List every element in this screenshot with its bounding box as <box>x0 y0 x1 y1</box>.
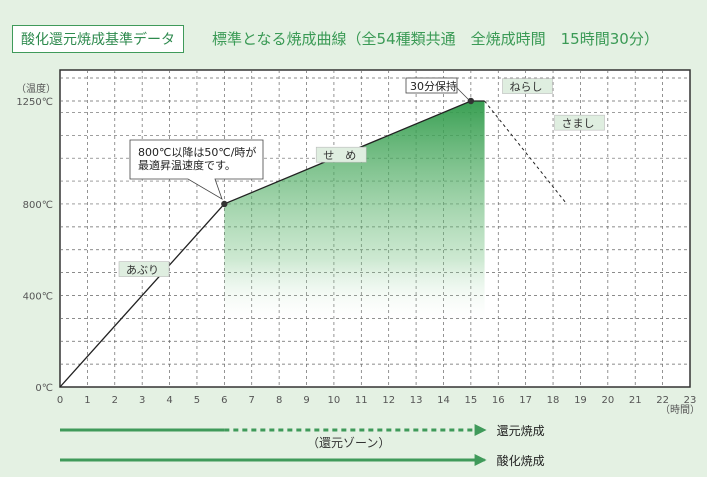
phase-label-bg <box>315 146 367 163</box>
x-axis-label: （時間） <box>660 404 700 416</box>
phase-label-text: せ め <box>323 149 356 162</box>
x-tick-label: 16 <box>492 395 505 406</box>
x-tick-label: 4 <box>166 395 172 406</box>
phase-label: あぶり <box>118 261 170 277</box>
phase-label: ねらし <box>502 78 553 94</box>
x-tick-label: 17 <box>519 395 532 406</box>
x-tick-label: 22 <box>656 395 669 406</box>
x-tick-label: 21 <box>629 395 642 406</box>
x-tick-label: 12 <box>382 395 395 406</box>
zone-label: 還元焼成 <box>497 424 545 438</box>
callout-text: 30分保持 <box>410 79 457 93</box>
phase-label: せ め <box>315 146 367 163</box>
x-tick-label: 13 <box>410 395 423 406</box>
phase-label-bg <box>118 261 170 277</box>
annotation-hold: 30分保持 <box>405 77 471 102</box>
x-tick-label: 11 <box>355 395 368 406</box>
callout-text: 800℃以降は50℃/時が <box>138 145 256 159</box>
x-tick-label: 0 <box>57 395 63 406</box>
callout-text: 最適昇温速度です。 <box>138 158 236 172</box>
phase-label-text: あぶり <box>126 264 159 277</box>
zone-label: 酸化焼成 <box>497 453 545 468</box>
zone-note: （還元ゾーン） <box>307 436 390 450</box>
fill-area <box>224 101 485 327</box>
data-marker <box>221 200 228 208</box>
callout-pointer <box>456 87 471 102</box>
x-tick-label: 5 <box>194 395 200 406</box>
x-tick-label: 18 <box>547 395 560 406</box>
zone-arrow: 還元焼成 <box>60 424 545 438</box>
x-tick-label: 10 <box>328 395 341 406</box>
y-tick-label: 0℃ <box>35 383 53 394</box>
y-tick-label: 800℃ <box>23 200 53 211</box>
phase-label-text: さまし <box>562 117 595 130</box>
phase-label-bg <box>502 78 553 94</box>
chart-title: 標準となる焼成曲線（全54種類共通 全焼成時間 15時間30分） <box>212 30 659 48</box>
phase-label-bg <box>554 114 605 131</box>
phase-label: さまし <box>554 114 605 131</box>
arrow-head-icon <box>474 454 487 466</box>
x-tick-label: 1 <box>84 395 90 406</box>
x-tick-label: 8 <box>276 395 282 406</box>
arrow-head-icon <box>474 424 487 436</box>
x-tick-label: 14 <box>437 395 450 406</box>
x-tick-label: 15 <box>465 395 478 406</box>
page-title: 酸化還元焼成基準データ <box>12 25 184 53</box>
x-tick-label: 6 <box>221 395 227 406</box>
x-tick-label: 9 <box>303 395 309 406</box>
x-tick-label: 3 <box>139 395 145 406</box>
y-tick-label: 400℃ <box>23 291 53 302</box>
phase-label-text: ねらし <box>509 81 542 94</box>
y-axis-label: （温度） <box>16 82 56 95</box>
data-marker <box>467 97 475 105</box>
x-tick-label: 20 <box>601 395 614 406</box>
callout-box <box>129 139 264 200</box>
zone-arrow: 酸化焼成 <box>60 453 545 468</box>
x-tick-label: 23 <box>684 395 697 406</box>
x-tick-label: 19 <box>574 395 587 406</box>
series-line-dashed <box>484 100 568 205</box>
x-tick-label: 7 <box>249 395 255 406</box>
callout-box <box>405 77 458 94</box>
x-tick-label: 2 <box>112 395 118 406</box>
y-tick-label: 1250℃ <box>16 97 53 108</box>
